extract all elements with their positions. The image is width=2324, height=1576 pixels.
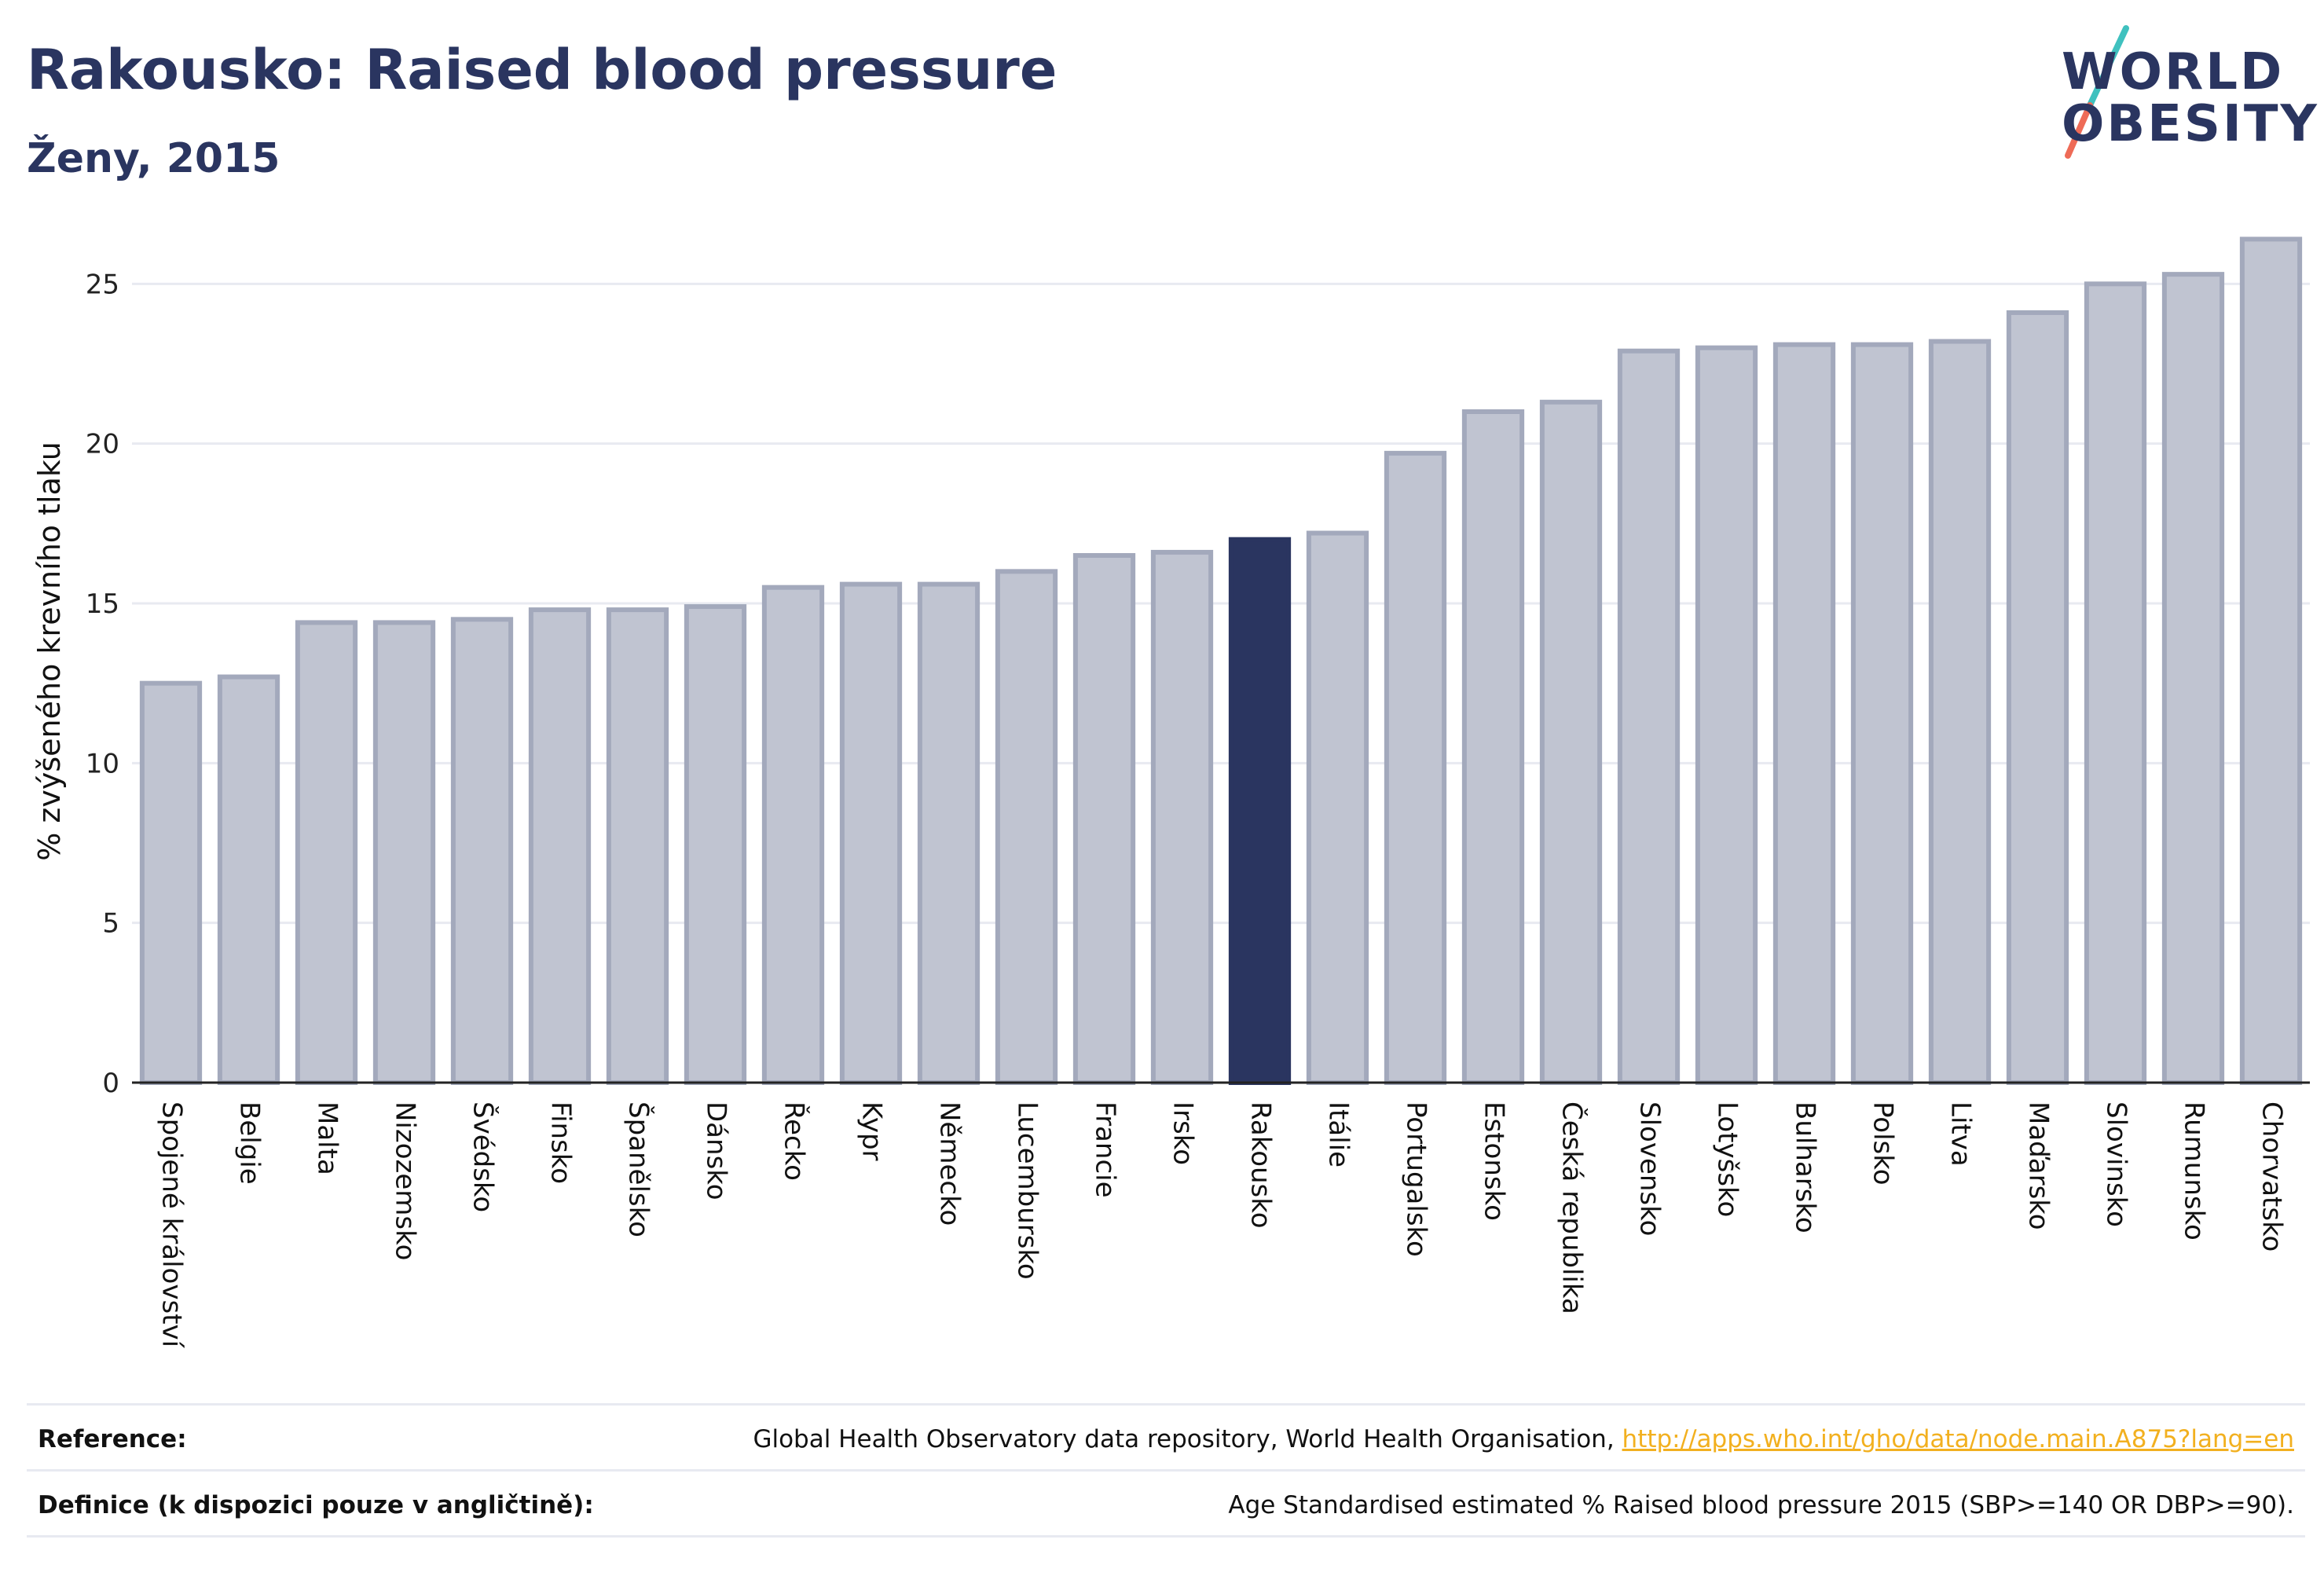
bar <box>450 617 514 1085</box>
x-tick-label: Rakousko <box>1245 1101 1277 1229</box>
x-tick-label: Řecko <box>779 1101 811 1181</box>
y-tick-label: 10 <box>86 748 119 779</box>
x-tick-label: Litva <box>1945 1101 1977 1167</box>
bar <box>1306 530 1369 1085</box>
logo-word-world: WORLD <box>2062 43 2285 101</box>
bar <box>1461 409 1525 1085</box>
reference-link[interactable]: http://apps.who.int/gho/data/node.main.A… <box>1622 1425 2294 1453</box>
chart-subtitle: Ženy, 2015 <box>27 135 280 182</box>
bar <box>528 607 592 1085</box>
bar <box>1850 342 1914 1086</box>
x-tick-label: Malta <box>312 1101 343 1175</box>
x-tick-label: Slovensko <box>1634 1101 1666 1236</box>
chart-title: Rakousko: Raised blood pressure <box>27 38 1058 102</box>
x-tick-label: Česká republika <box>1556 1101 1589 1314</box>
bar <box>995 569 1058 1086</box>
x-tick-label: Bulharsko <box>1790 1101 1821 1233</box>
definition-label: Definice (k dispozici pouze v angličtině… <box>38 1491 594 1519</box>
x-tick-label: Dánsko <box>701 1101 732 1200</box>
x-tick-label: Finsko <box>545 1101 577 1184</box>
bar <box>606 607 669 1085</box>
y-tick-label: 0 <box>102 1068 119 1099</box>
bar <box>2084 281 2147 1086</box>
x-tick-label: Estonsko <box>1479 1101 1510 1221</box>
x-tick-label: Itálie <box>1323 1101 1354 1167</box>
bar <box>1695 345 1758 1085</box>
x-tick-label: Irsko <box>1167 1101 1199 1165</box>
bar <box>1150 549 1214 1085</box>
bar <box>1772 342 1836 1086</box>
x-tick-label: Polsko <box>1868 1101 1899 1186</box>
bar <box>295 620 358 1085</box>
bar <box>684 604 747 1085</box>
bar <box>1072 553 1136 1085</box>
x-tick-label: Slovinsko <box>2101 1101 2132 1227</box>
bar <box>2239 236 2303 1085</box>
x-tick-label: Lotyšsko <box>1712 1101 1743 1217</box>
bar-chart: 0 5 10 15 20 25 Spojené království Belgie Malta… <box>32 236 2310 1349</box>
x-tick-label: Kypr <box>856 1101 888 1161</box>
definition-text: Age Standardised estimated % Raised bloo… <box>1228 1491 2294 1519</box>
reference-value: Global Health Observatory data repositor… <box>753 1425 2294 1453</box>
bar <box>2161 272 2225 1086</box>
bar <box>139 680 203 1086</box>
y-tick-label: 15 <box>86 588 119 620</box>
bar-highlighted <box>1228 537 1292 1085</box>
x-tick-label: Portugalsko <box>1401 1101 1432 1257</box>
bar <box>217 674 280 1085</box>
x-tick-label: Chorvatsko <box>2256 1101 2288 1252</box>
bar <box>2006 310 2069 1085</box>
world-obesity-logo: WORLD OBESITY <box>2051 24 2317 165</box>
x-tick-label: Německo <box>934 1101 966 1226</box>
y-axis-ticks: 0 5 10 15 20 25 <box>86 269 119 1099</box>
bar <box>1539 399 1603 1085</box>
bar <box>917 581 981 1086</box>
bar <box>1928 339 1992 1086</box>
x-tick-label: Maďarsko <box>2023 1101 2055 1230</box>
x-tick-label: Rumunsko <box>2179 1101 2210 1241</box>
y-tick-label: 5 <box>102 908 119 940</box>
bars <box>139 236 2303 1086</box>
bar <box>1617 348 1681 1085</box>
bar <box>1384 450 1447 1086</box>
y-axis-title: % zvýšeného krevního tlaku <box>32 442 67 861</box>
definition-row: Definice (k dispozici pouze v angličtině… <box>27 1477 2305 1540</box>
x-tick-label: Belgie <box>234 1101 266 1185</box>
logo-slash-icon <box>2065 25 2129 159</box>
x-tick-label: Švédsko <box>467 1101 500 1212</box>
bar <box>839 581 903 1086</box>
bar <box>372 620 436 1085</box>
y-tick-label: 25 <box>86 269 119 300</box>
x-tick-label: Lucembursko <box>1012 1101 1043 1280</box>
x-axis-labels: Spojené království Belgie Malta Nizozemsko Š… <box>156 1101 2288 1349</box>
y-tick-label: 20 <box>86 429 119 460</box>
footer-divider-middle <box>27 1469 2305 1472</box>
bar <box>761 585 825 1085</box>
reference-text: Global Health Observatory data repositor… <box>753 1425 1622 1453</box>
logo-word-obesity: OBESITY <box>2062 95 2319 153</box>
x-tick-label: Spojené království <box>156 1101 188 1349</box>
x-tick-label: Španělsko <box>623 1101 655 1237</box>
x-tick-label: Francie <box>1090 1101 1121 1198</box>
reference-label: Reference: <box>38 1425 187 1453</box>
footer-divider-top <box>27 1403 2305 1406</box>
footer-divider-bottom <box>27 1535 2305 1538</box>
reference-row: Reference: Global Health Observatory dat… <box>27 1411 2305 1474</box>
x-tick-label: Nizozemsko <box>390 1101 421 1260</box>
